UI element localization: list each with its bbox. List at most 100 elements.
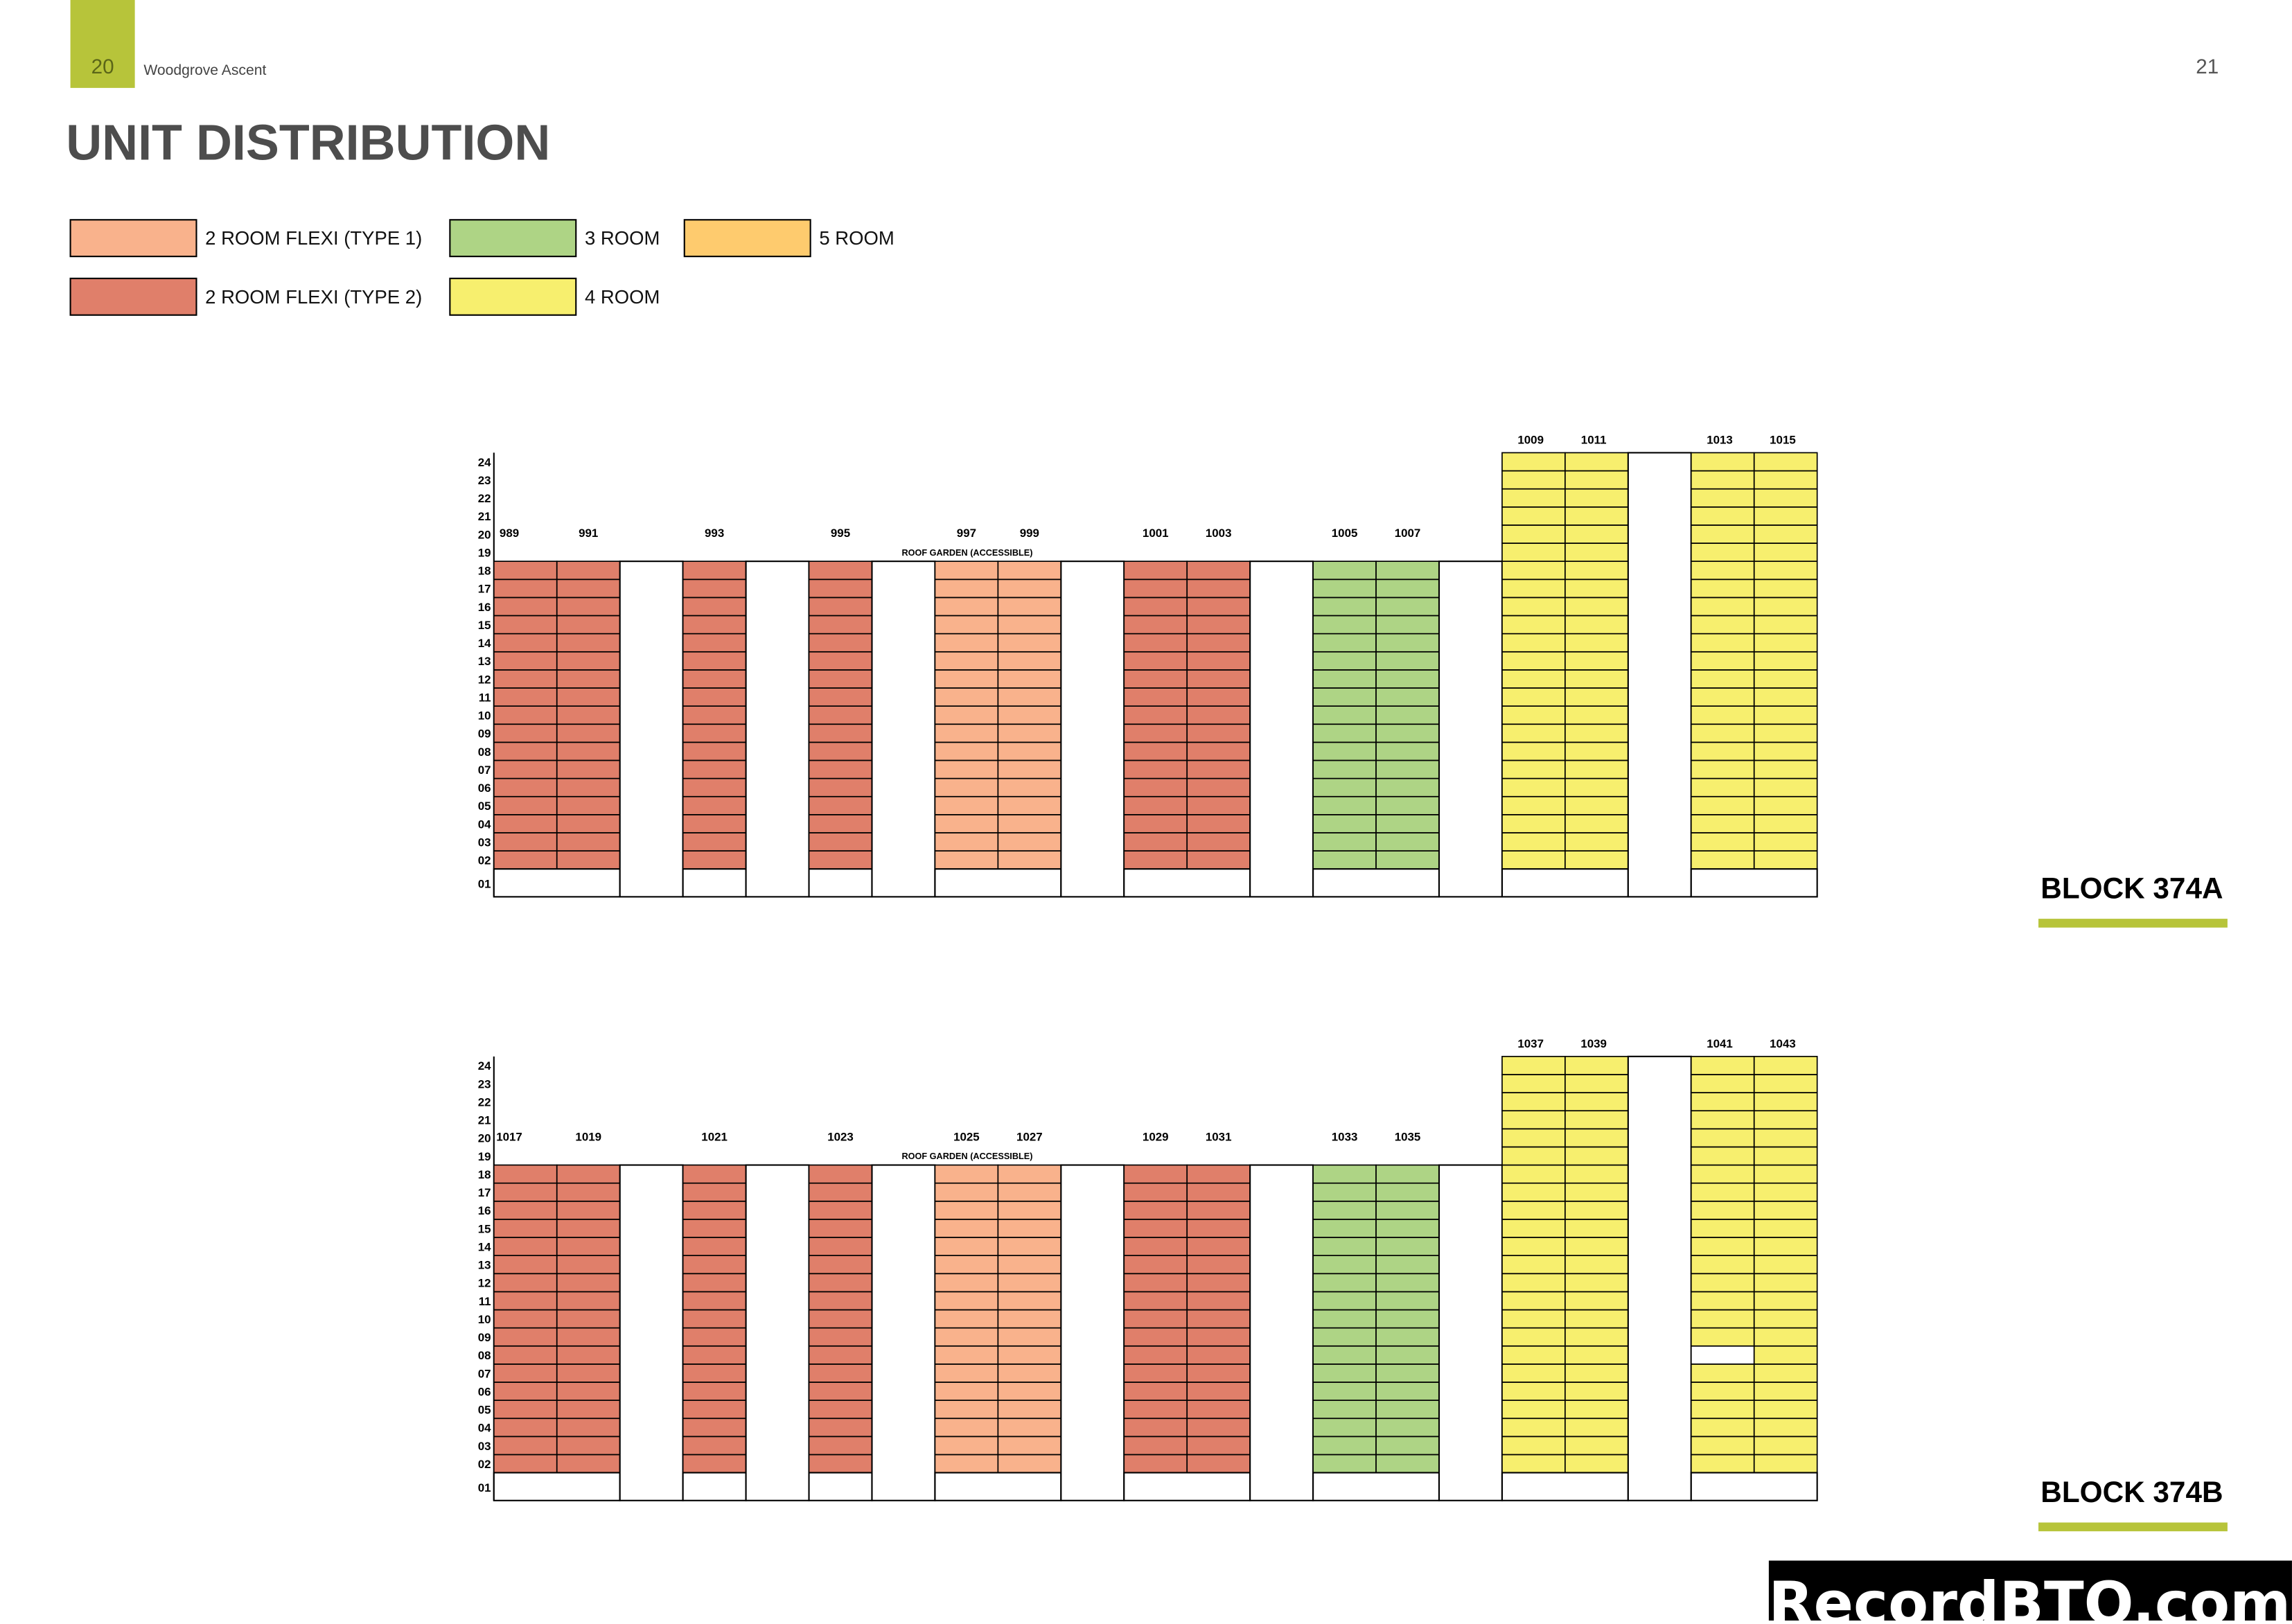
unit-cell (1312, 1327, 1377, 1347)
unit-cell (1186, 1454, 1251, 1474)
unit-cell (1312, 633, 1377, 653)
unit-cell (1375, 1382, 1440, 1401)
unit-cell (1690, 1400, 1755, 1420)
unit-cell (1564, 633, 1629, 653)
legend-label: 3 ROOM (585, 227, 660, 249)
unit-cell (1564, 1454, 1629, 1474)
ground-floor (1123, 868, 1251, 898)
unit-cell (1375, 1200, 1440, 1220)
unit-cell (1690, 1237, 1755, 1256)
unit-cell (1501, 1164, 1566, 1184)
unit-cell (682, 1345, 747, 1365)
unit-cell (682, 1382, 747, 1401)
void (619, 561, 684, 898)
unit-cell (934, 1291, 999, 1311)
floor-label: 19 (478, 546, 491, 559)
unit-cell (808, 1436, 873, 1456)
unit-cell (997, 1436, 1062, 1456)
floor-label: 01 (478, 1481, 491, 1494)
unit-cell (493, 1454, 558, 1474)
unit-cell (1312, 1291, 1377, 1311)
ground-floor (808, 868, 873, 898)
unit-cell (556, 1219, 621, 1238)
unit-cell (1564, 813, 1629, 833)
unit-cell (1564, 777, 1629, 797)
unit-cell (997, 1237, 1062, 1256)
unit-cell (1375, 615, 1440, 635)
unit-cell (556, 615, 621, 635)
legend-swatch (449, 277, 577, 316)
unit-cell (493, 741, 558, 761)
unit-cell (1312, 1273, 1377, 1293)
unit-cell (1375, 832, 1440, 851)
unit-cell (1501, 813, 1566, 833)
ground-floor (934, 1472, 1062, 1501)
unit-cell (556, 795, 621, 815)
unit-cell (1564, 1327, 1629, 1347)
unit-cell (1375, 561, 1440, 581)
unit-cell (1690, 813, 1755, 833)
unit-cell (997, 1164, 1062, 1184)
unit-cell (997, 1345, 1062, 1365)
unit-cell (1501, 832, 1566, 851)
unit-cell (1186, 777, 1251, 797)
unit-cell (997, 1382, 1062, 1401)
ground-floor (808, 1472, 873, 1501)
unit-cell (808, 579, 873, 599)
unit-cell (1312, 1418, 1377, 1438)
unit-cell (1375, 813, 1440, 833)
block-name: BLOCK 374B (2040, 1476, 2223, 1508)
unit-cell (1312, 705, 1377, 725)
unit-label: 1017 (496, 1131, 522, 1144)
unit-cell (934, 615, 999, 635)
unit-cell (1186, 832, 1251, 851)
floor-label: 04 (478, 1422, 491, 1435)
floor-label: 15 (478, 619, 491, 632)
unit-cell (1312, 1164, 1377, 1184)
unit-cell (1753, 705, 1818, 725)
unit-cell (997, 723, 1062, 743)
unit-cell (493, 561, 558, 581)
unit-cell (1123, 1382, 1188, 1401)
unit-cell (1375, 1309, 1440, 1329)
unit-cell (1186, 813, 1251, 833)
unit-cell (1690, 1309, 1755, 1329)
unit-label: 1015 (1770, 434, 1796, 447)
unit-cell (1501, 561, 1566, 581)
unit-cell (934, 1219, 999, 1238)
unit-cell (1375, 705, 1440, 725)
unit-cell (1501, 795, 1566, 815)
unit-cell (1123, 1327, 1188, 1347)
unit-cell (1186, 741, 1251, 761)
unit-label: 1023 (827, 1131, 854, 1144)
unit-cell (1123, 1436, 1188, 1456)
unit-cell (997, 1273, 1062, 1293)
unit-cell (997, 1400, 1062, 1420)
unit-label: 1003 (1206, 527, 1232, 540)
unit-cell (682, 561, 747, 581)
unit-cell (1690, 1182, 1755, 1202)
unit-cell (1186, 633, 1251, 653)
unit-cell (934, 1273, 999, 1293)
unit-cell (1375, 1436, 1440, 1456)
unit-cell (1564, 1418, 1629, 1438)
ground-floor (934, 868, 1062, 898)
unit-cell (493, 832, 558, 851)
unit-cell (1501, 470, 1566, 490)
unit-cell (1312, 832, 1377, 851)
unit-cell (1312, 759, 1377, 779)
unit-cell (682, 741, 747, 761)
unit-cell (1564, 1345, 1629, 1365)
unit-cell (934, 850, 999, 870)
unit-cell (1501, 452, 1566, 472)
right-page-number: 21 (2196, 55, 2219, 78)
unit-cell (1501, 1182, 1566, 1202)
unit-cell (1501, 633, 1566, 653)
unit-label: 1009 (1517, 434, 1544, 447)
unit-cell (934, 723, 999, 743)
unit-cell (1501, 651, 1566, 671)
legend-label: 2 ROOM FLEXI (TYPE 1) (205, 227, 422, 249)
unit-cell (1375, 1237, 1440, 1256)
unit-cell (1690, 1255, 1755, 1275)
unit-cell (1186, 1345, 1251, 1365)
